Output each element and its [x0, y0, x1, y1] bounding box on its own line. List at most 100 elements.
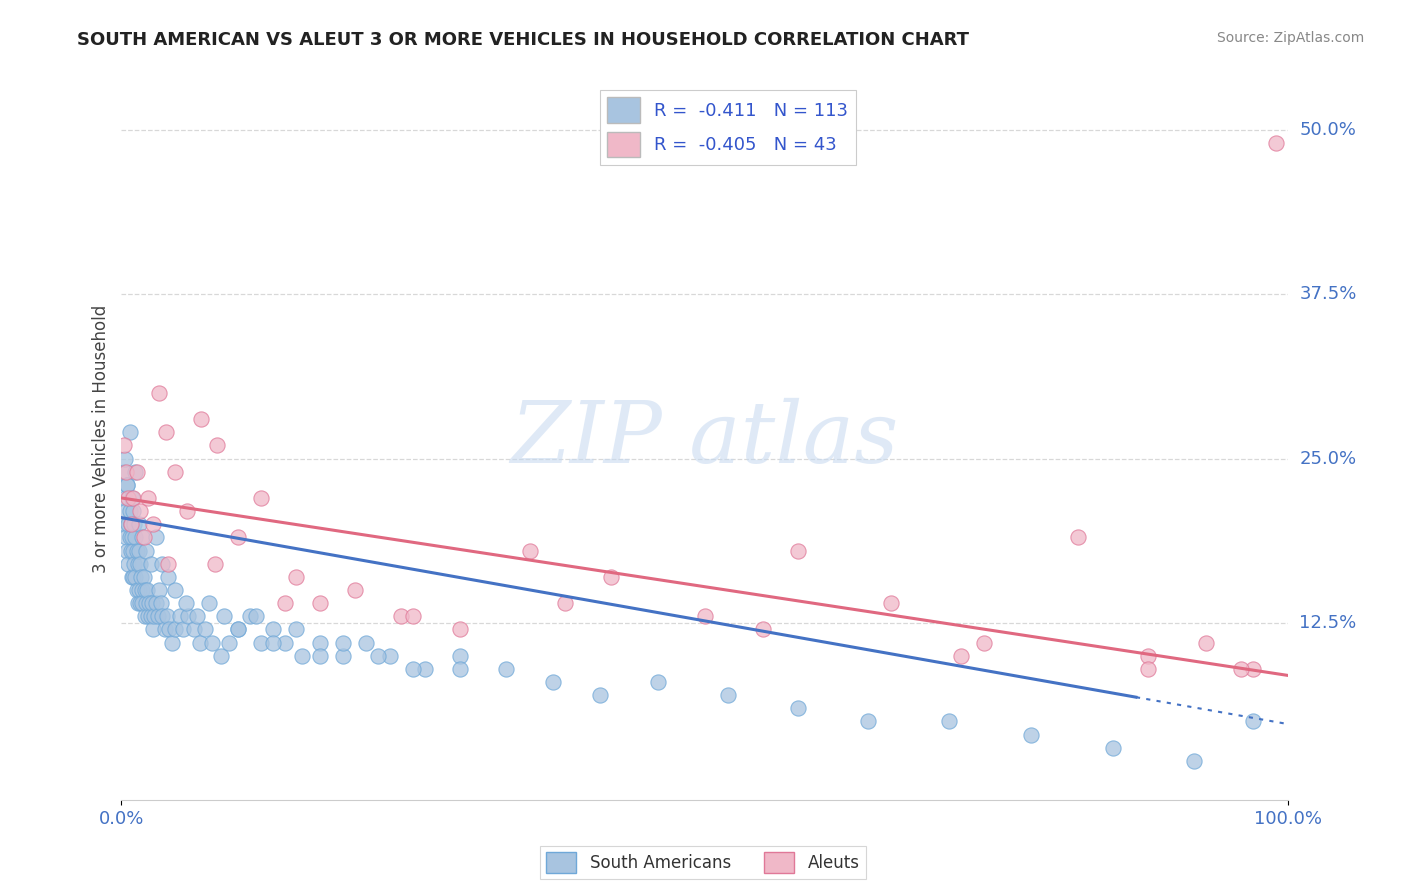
Point: [124, 570, 146, 584]
Point: [1101, 740, 1123, 755]
Point: [160, 635, 183, 649]
Point: [190, 412, 212, 426]
Point: [169, 609, 191, 624]
Point: [1241, 714, 1264, 729]
Point: [135, 596, 157, 610]
Point: [120, 517, 142, 532]
Point: [250, 491, 273, 505]
Point: [172, 623, 194, 637]
Point: [114, 517, 136, 532]
Point: [176, 504, 198, 518]
Point: [128, 543, 150, 558]
Point: [122, 570, 145, 584]
Point: [1182, 754, 1205, 768]
Point: [142, 623, 165, 637]
Point: [285, 623, 308, 637]
Point: [120, 543, 142, 558]
Point: [118, 530, 141, 544]
Point: [332, 648, 354, 663]
Point: [157, 557, 180, 571]
Point: [262, 635, 284, 649]
Point: [148, 582, 170, 597]
Point: [717, 688, 740, 702]
Point: [114, 491, 136, 505]
Point: [212, 609, 235, 624]
Legend: South Americans, Aleuts: South Americans, Aleuts: [540, 846, 866, 880]
Point: [155, 425, 177, 440]
Point: [308, 596, 330, 610]
Point: [291, 648, 314, 663]
Point: [973, 635, 995, 649]
Point: [194, 623, 217, 637]
Point: [1066, 530, 1088, 544]
Point: [647, 675, 669, 690]
Point: [125, 582, 148, 597]
Text: 12.5%: 12.5%: [1299, 614, 1357, 632]
Point: [112, 465, 135, 479]
Point: [122, 543, 145, 558]
Point: [124, 530, 146, 544]
Point: [554, 596, 576, 610]
Point: [122, 504, 145, 518]
Point: [1241, 662, 1264, 676]
Point: [209, 648, 232, 663]
Point: [273, 635, 295, 649]
Point: [752, 623, 775, 637]
Point: [541, 675, 564, 690]
Text: SOUTH AMERICAN VS ALEUT 3 OR MORE VEHICLES IN HOUSEHOLD CORRELATION CHART: SOUTH AMERICAN VS ALEUT 3 OR MORE VEHICL…: [77, 31, 969, 49]
Point: [139, 557, 162, 571]
Point: [118, 425, 141, 440]
Point: [117, 478, 139, 492]
Point: [880, 596, 903, 610]
Point: [218, 635, 240, 649]
Point: [262, 623, 284, 637]
Y-axis label: 3 or more Vehicles in Household: 3 or more Vehicles in Household: [93, 305, 110, 573]
Point: [122, 491, 145, 505]
Text: 25.0%: 25.0%: [1299, 450, 1357, 467]
Point: [165, 582, 187, 597]
Point: [129, 557, 152, 571]
Point: [136, 609, 159, 624]
Point: [402, 609, 425, 624]
Point: [413, 662, 436, 676]
Point: [121, 491, 143, 505]
Point: [131, 530, 153, 544]
Point: [150, 596, 173, 610]
Point: [131, 596, 153, 610]
Point: [449, 662, 471, 676]
Point: [153, 623, 176, 637]
Point: [120, 517, 142, 532]
Point: [138, 596, 160, 610]
Point: [378, 648, 401, 663]
Point: [129, 504, 152, 518]
Point: [117, 491, 139, 505]
Point: [129, 570, 152, 584]
Point: [112, 438, 135, 452]
Text: ZIP atlas: ZIP atlas: [510, 398, 898, 480]
Point: [115, 504, 138, 518]
Point: [146, 609, 169, 624]
Point: [136, 582, 159, 597]
Point: [125, 465, 148, 479]
Point: [1019, 727, 1042, 741]
Point: [145, 596, 167, 610]
Point: [132, 570, 155, 584]
Point: [588, 688, 610, 702]
Point: [332, 635, 354, 649]
Point: [786, 701, 808, 715]
Point: [204, 557, 226, 571]
Point: [128, 517, 150, 532]
Point: [127, 596, 149, 610]
Point: [157, 623, 180, 637]
Point: [177, 609, 200, 624]
Point: [186, 609, 208, 624]
Point: [519, 543, 541, 558]
Point: [245, 609, 267, 624]
Point: [367, 648, 389, 663]
Point: [117, 557, 139, 571]
Point: [495, 662, 517, 676]
Point: [205, 438, 228, 452]
Point: [134, 609, 156, 624]
Point: [183, 623, 205, 637]
Point: [1195, 635, 1218, 649]
